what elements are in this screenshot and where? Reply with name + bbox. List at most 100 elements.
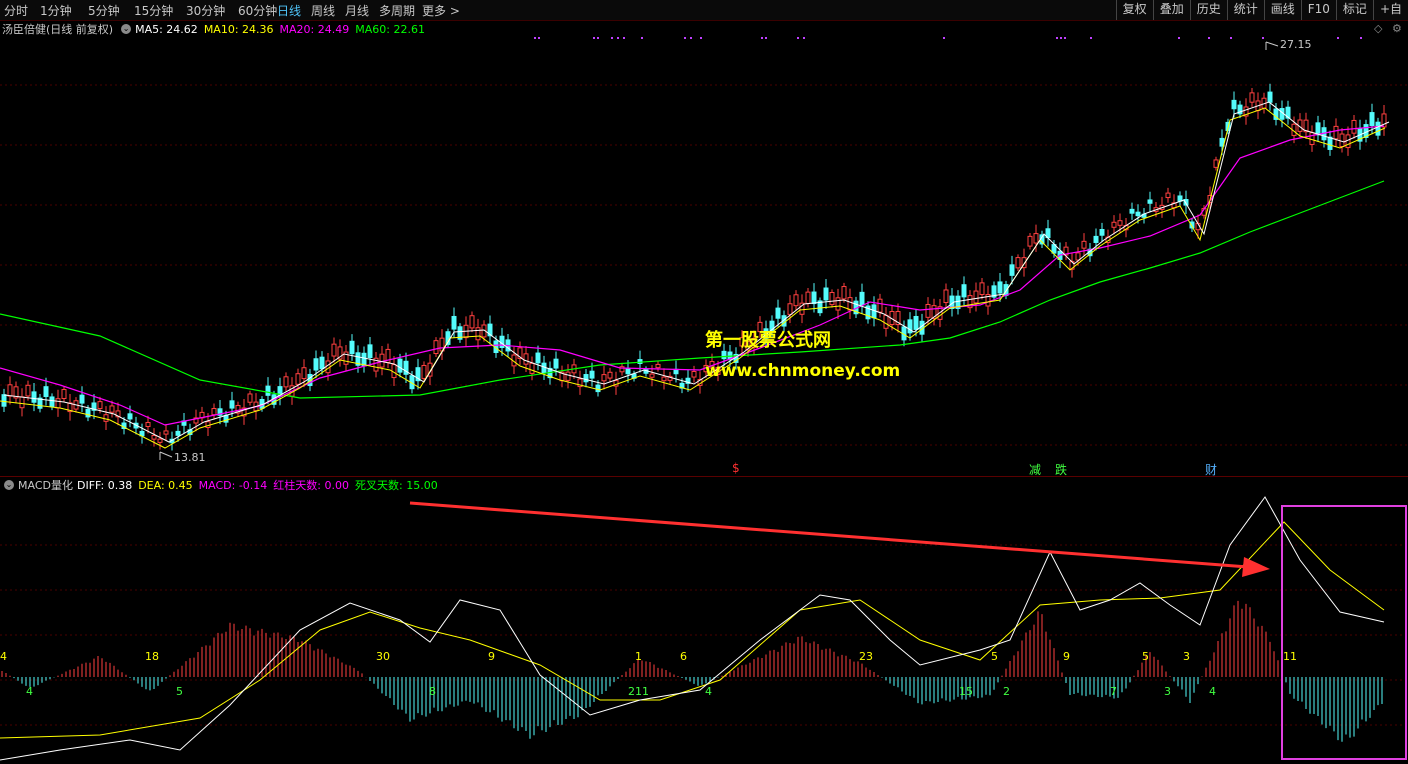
candle-body (931, 305, 937, 319)
candle-body (577, 378, 583, 388)
candle-body (775, 307, 781, 319)
candle-body (1129, 208, 1135, 214)
period-tab-30min[interactable]: 30分钟 (186, 4, 226, 18)
chevron-down-icon[interactable]: ⌄ (121, 24, 132, 34)
period-tab-weekly[interactable]: 周线 (311, 4, 336, 18)
candle-body (115, 410, 121, 418)
event-marker-finance[interactable]: 财 (1205, 463, 1218, 477)
event-marker-dividend[interactable]: $ (732, 461, 740, 475)
candle-body (355, 352, 361, 366)
candle-body (649, 373, 655, 378)
candle-body (721, 350, 727, 360)
event-marker-reduce[interactable]: 减 (1029, 463, 1042, 477)
candle-body (979, 282, 985, 296)
red-days-value: 红柱天数: 0.00 (273, 479, 349, 492)
event-marker-fall[interactable]: 跌 (1055, 463, 1068, 477)
period-tab-daily[interactable]: 日线 (277, 4, 302, 18)
candle-body (211, 408, 217, 416)
candle-body (1147, 199, 1153, 204)
period-tab-5min[interactable]: 5分钟 (88, 4, 120, 18)
add-custom-button[interactable]: +自 (1372, 0, 1408, 20)
candle-body (583, 374, 589, 383)
signal-dot (803, 37, 805, 39)
candle-body (925, 303, 931, 318)
candle-body (1027, 235, 1033, 247)
signal-dot (690, 37, 692, 39)
ma60-line (0, 180, 1385, 399)
candle-body (1237, 104, 1243, 115)
candle-body (43, 386, 49, 398)
candle-body (1189, 221, 1195, 229)
period-tab-multi[interactable]: 多周期 (379, 4, 416, 18)
candle-body (895, 311, 901, 326)
period-tab-monthly[interactable]: 月线 (345, 4, 370, 18)
draw-line-button[interactable]: 画线 (1263, 0, 1301, 20)
candle-body (265, 385, 271, 396)
candle-body (235, 404, 241, 414)
candle-body (1015, 257, 1021, 269)
candle-body (1231, 99, 1237, 110)
candle-body (1243, 106, 1249, 117)
candle-body (85, 408, 91, 418)
red-count-label: 1 (635, 650, 642, 663)
candle-body (1135, 211, 1141, 217)
candle-body (535, 352, 541, 364)
settings-icon[interactable]: ⚙ (1392, 22, 1402, 35)
candle-body (823, 287, 829, 301)
adjust-button[interactable]: 复权 (1115, 0, 1153, 20)
signal-dot (1360, 37, 1362, 39)
candle-body (451, 315, 457, 330)
overlay-button[interactable]: 叠加 (1152, 0, 1190, 20)
candle-body (175, 430, 181, 436)
statistics-button[interactable]: 统计 (1226, 0, 1264, 20)
ma60-value: MA60: 22.61 (355, 22, 425, 36)
candle-body (619, 366, 625, 373)
candle-body (13, 386, 19, 399)
candle-body (1213, 159, 1219, 168)
candle-body (421, 364, 427, 379)
signal-dot (943, 37, 945, 39)
candle-body (373, 357, 379, 372)
period-tab-60min[interactable]: 60分钟 (238, 4, 278, 18)
candle-body (799, 302, 805, 315)
history-button[interactable]: 历史 (1189, 0, 1227, 20)
green-count-label: 211 (628, 685, 649, 698)
candle-body (361, 352, 367, 367)
candle-body (913, 315, 919, 330)
period-tab-intraday[interactable]: 分时 (4, 4, 29, 18)
mark-button[interactable]: 标记 (1335, 0, 1373, 20)
signal-dot (1090, 37, 1092, 39)
candle-body (829, 292, 835, 306)
signal-dot (1056, 37, 1058, 39)
chevron-down-icon[interactable]: ⌄ (4, 480, 14, 490)
period-tab-more[interactable]: 更多 > (422, 4, 460, 18)
panel-divider (0, 476, 1408, 477)
candle-body (229, 400, 235, 409)
candle-body (595, 384, 601, 393)
candle-body (151, 435, 157, 440)
red-count-label: 18 (145, 650, 159, 663)
candle-body (763, 328, 769, 339)
f10-button[interactable]: F10 (1300, 0, 1336, 20)
watermark-title: 第一股票公式网 (705, 330, 831, 351)
candle-body (1111, 221, 1117, 228)
candle-body (625, 368, 631, 375)
candle-body (565, 371, 571, 381)
candle-body (859, 291, 865, 306)
candle-body (349, 340, 355, 355)
candle-body (19, 396, 25, 409)
period-tab-1min[interactable]: 1分钟 (40, 4, 72, 18)
diamond-icon[interactable]: ◇ (1374, 22, 1383, 35)
candle-body (1033, 233, 1039, 244)
candle-body (157, 438, 163, 443)
candle-body (1303, 119, 1309, 133)
green-count-label: 2 (1003, 685, 1010, 698)
period-tab-15min[interactable]: 15分钟 (134, 4, 174, 18)
candle-body (847, 297, 853, 311)
candle-body (49, 396, 55, 408)
candle-body (91, 402, 97, 411)
candle-body (877, 298, 883, 313)
signal-dot (765, 37, 767, 39)
red-count-label: 23 (859, 650, 873, 663)
